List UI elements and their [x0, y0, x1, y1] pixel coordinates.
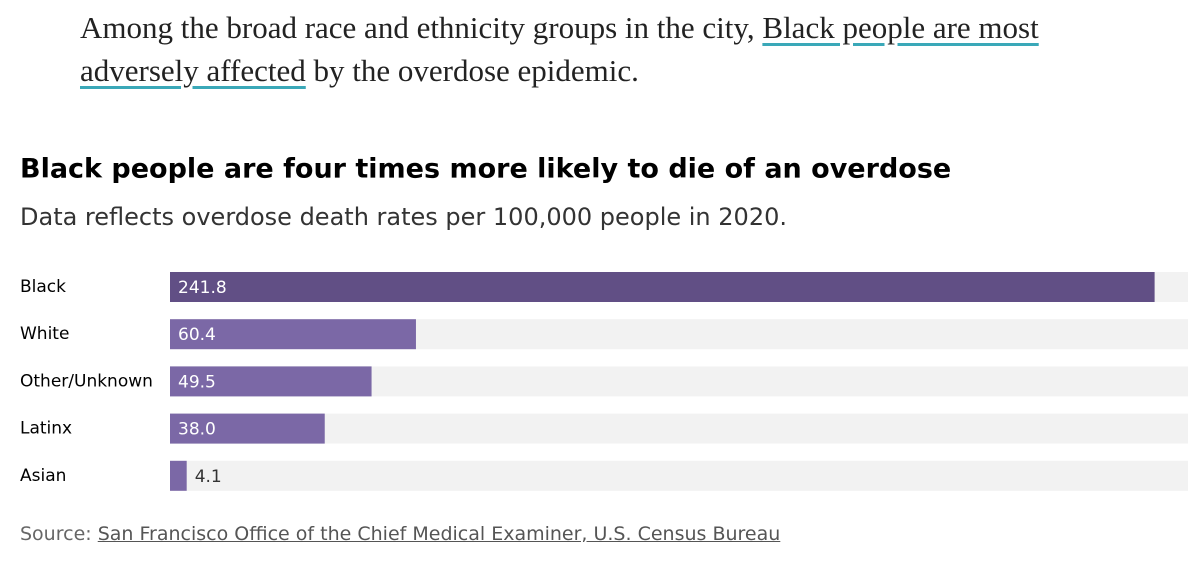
intro-text: by the overdose epidemic.: [313, 53, 639, 88]
intro-link[interactable]: Black people are most adversely affected: [80, 10, 1039, 88]
value-label: 241.8: [178, 278, 227, 298]
bar: [170, 366, 372, 397]
intro-paragraph: Among the broad race and ethnicity group…: [80, 6, 1120, 92]
source: Source: San Francisco Office of the Chie…: [20, 523, 780, 545]
bar-track: [170, 460, 1188, 491]
chart-subtitle: Data reflects overdose death rates per 1…: [20, 203, 787, 231]
value-label: 60.4: [178, 325, 216, 345]
chart-title: Black people are four times more likely …: [20, 154, 951, 185]
bar: [170, 319, 416, 350]
bar: [170, 272, 1155, 302]
bar-track: [170, 413, 1188, 444]
value-label: 4.1: [195, 467, 222, 487]
value-label: 38.0: [178, 420, 216, 440]
source-label: Source:: [20, 523, 92, 545]
category-label: Latinx: [20, 419, 72, 439]
category-label: Other/Unknown: [20, 371, 153, 391]
bar: [170, 413, 325, 444]
category-label: White: [20, 324, 69, 344]
value-label: 49.5: [178, 372, 216, 392]
category-label: Black: [20, 277, 66, 297]
category-label: Asian: [20, 466, 66, 486]
bar: [170, 460, 187, 491]
intro-text: Among the broad race and ethnicity group…: [80, 10, 755, 45]
source-link[interactable]: San Francisco Office of the Chief Medica…: [97, 523, 781, 545]
